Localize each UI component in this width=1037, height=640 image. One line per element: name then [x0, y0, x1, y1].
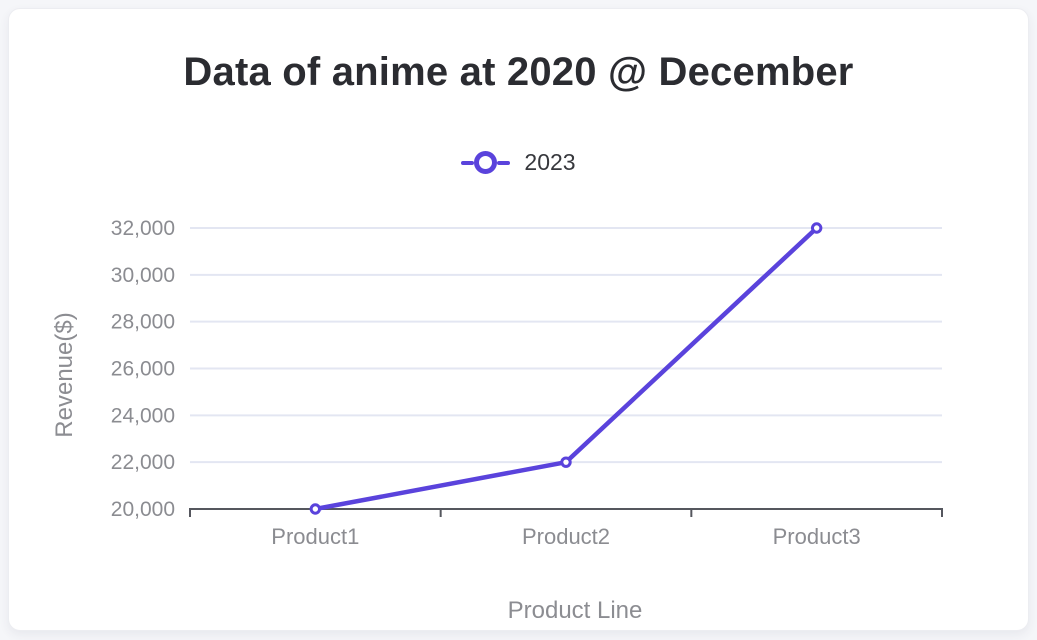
chart-title: Data of anime at 2020 @ December	[183, 50, 854, 94]
x-tick-label: Product3	[773, 524, 861, 549]
x-tick-label: Product2	[522, 524, 610, 549]
y-tick-label: 24,000	[111, 404, 175, 427]
legend-label: 2023	[524, 149, 576, 175]
x-tick-label: Product1	[271, 524, 359, 549]
legend-marker-line-left	[461, 160, 475, 165]
legend-marker-icon	[461, 151, 511, 174]
legend-item-2023[interactable]: 2023	[461, 149, 576, 176]
data-point-marker[interactable]	[810, 222, 823, 234]
data-point-marker[interactable]	[560, 456, 572, 468]
y-tick-label: 28,000	[111, 311, 175, 334]
chart-card: Data of anime at 2020 @ December 2023 Re…	[8, 8, 1029, 631]
data-point-marker[interactable]	[309, 503, 322, 515]
y-tick-label: 20,000	[111, 498, 175, 521]
y-tick-label: 26,000	[111, 358, 175, 381]
legend: 2023	[9, 149, 1028, 176]
y-tick-label: 22,000	[111, 451, 175, 474]
x-axis-title: Product Line	[507, 597, 643, 624]
legend-marker-circle	[474, 151, 498, 174]
y-tick-label: 32,000	[111, 217, 175, 240]
legend-marker-line-right	[497, 160, 511, 165]
y-tick-label: 30,000	[111, 264, 175, 287]
